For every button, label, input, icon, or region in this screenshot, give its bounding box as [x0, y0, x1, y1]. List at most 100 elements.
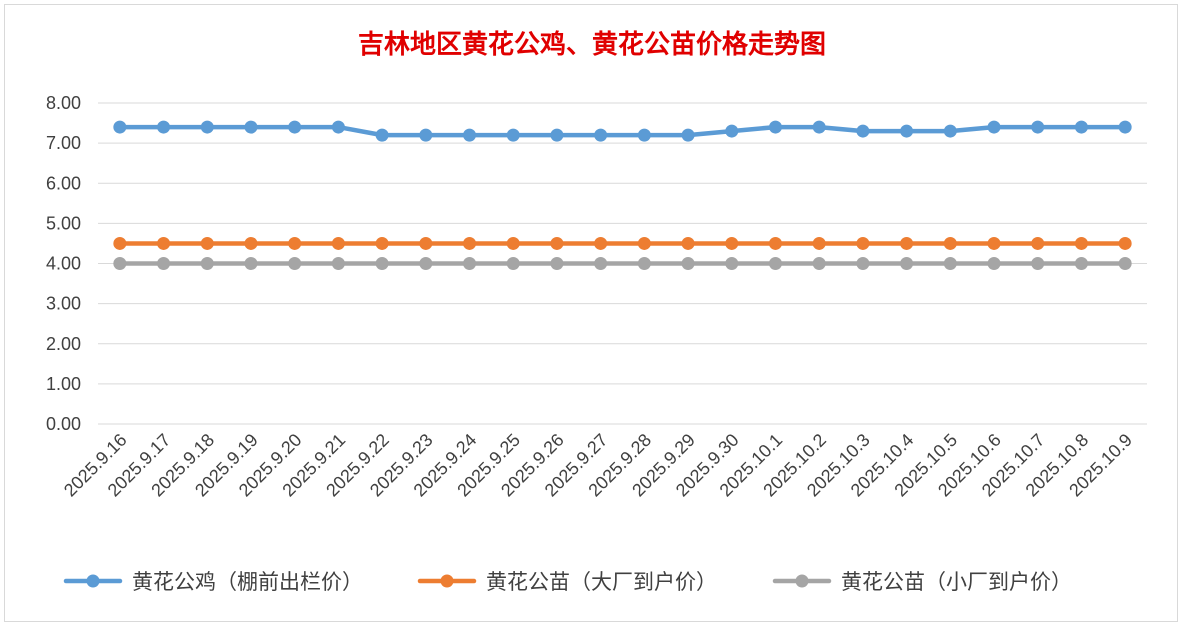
data-point: [288, 120, 302, 134]
data-point: [506, 257, 520, 270]
legend-item: 黄花公苗（小厂到户价）: [772, 570, 1072, 594]
data-point: [157, 236, 171, 250]
data-point: [200, 257, 214, 270]
data-point: [1074, 236, 1088, 250]
data-point: [594, 128, 608, 142]
data-point: [725, 236, 739, 250]
x-axis-ticks: 2025.9.162025.9.172025.9.182025.9.192025…: [60, 430, 1136, 501]
data-point: [463, 236, 477, 250]
data-point: [594, 236, 608, 250]
data-point: [856, 236, 870, 250]
series-2: [113, 236, 1132, 250]
data-point: [637, 236, 651, 250]
data-point: [288, 236, 302, 250]
data-point: [419, 257, 433, 270]
data-point: [1118, 257, 1132, 270]
legend: 黄花公鸡（棚前出栏价） 黄花公苗（大厂到户价） 黄花公苗（小厂到户价）: [63, 570, 1072, 594]
legend-swatch-marker: [795, 574, 809, 588]
data-point: [113, 236, 127, 250]
data-point: [1031, 120, 1045, 134]
data-point: [812, 120, 826, 134]
data-point: [856, 257, 870, 270]
data-point: [463, 128, 477, 142]
legend-item: 黄花公苗（大厂到户价）: [417, 570, 717, 594]
y-tick-label: 3.00: [46, 294, 81, 314]
data-point: [244, 257, 258, 270]
data-point: [768, 257, 782, 270]
data-point: [331, 236, 345, 250]
series-3: [113, 257, 1132, 270]
legend-label: 黄花公苗（大厂到户价）: [486, 570, 717, 594]
y-tick-label: 8.00: [46, 93, 81, 113]
data-point: [725, 257, 739, 270]
data-point: [331, 120, 345, 134]
data-point: [725, 124, 739, 138]
data-point: [506, 236, 520, 250]
legend-item: 黄花公鸡（棚前出栏价）: [63, 570, 363, 594]
data-point: [768, 120, 782, 134]
data-point: [900, 124, 914, 138]
data-point: [113, 257, 127, 270]
data-point: [594, 257, 608, 270]
data-point: [812, 236, 826, 250]
data-point: [550, 257, 564, 270]
data-point: [856, 124, 870, 138]
data-point: [768, 236, 782, 250]
series-line: [117, 124, 1128, 138]
data-point: [463, 257, 477, 270]
data-point: [113, 120, 127, 134]
data-point: [681, 236, 695, 250]
data-point: [943, 236, 957, 250]
data-point: [331, 257, 345, 270]
data-point: [200, 236, 214, 250]
series-lines: [113, 120, 1132, 270]
data-point: [681, 128, 695, 142]
data-point: [550, 236, 564, 250]
data-point: [1031, 257, 1045, 270]
data-point: [244, 120, 258, 134]
y-tick-label: 2.00: [46, 334, 81, 354]
legend-swatch-marker: [440, 574, 454, 588]
data-point: [550, 128, 564, 142]
data-point: [288, 257, 302, 270]
y-tick-label: 7.00: [46, 133, 81, 153]
y-tick-label: 0.00: [46, 414, 81, 434]
data-point: [943, 124, 957, 138]
data-point: [987, 257, 1001, 270]
chart-title: 吉林地区黄花公鸡、黄花公苗价格走势图: [357, 30, 826, 60]
data-point: [200, 120, 214, 134]
data-point: [1118, 236, 1132, 250]
gridlines: [98, 102, 1147, 425]
y-axis-ticks: 0.00 1.00 2.00 3.00 4.00 5.00 6.00 7.00 8.00: [46, 93, 81, 434]
data-point: [157, 120, 171, 134]
data-point: [987, 236, 1001, 250]
data-point: [1074, 257, 1088, 270]
data-point: [1074, 120, 1088, 134]
data-point: [1031, 236, 1045, 250]
data-point: [244, 236, 258, 250]
data-point: [637, 257, 651, 270]
legend-label: 黄花公苗（小厂到户价）: [841, 570, 1072, 594]
y-tick-label: 6.00: [46, 173, 81, 193]
data-point: [637, 128, 651, 142]
y-tick-label: 1.00: [46, 374, 81, 394]
legend-swatch-marker: [86, 574, 100, 588]
chart-frame: [4, 4, 1178, 622]
data-point: [943, 257, 957, 270]
data-point: [681, 257, 695, 270]
data-point: [900, 257, 914, 270]
data-point: [812, 257, 826, 270]
legend-label: 黄花公鸡（棚前出栏价）: [132, 570, 363, 594]
data-point: [987, 120, 1001, 134]
data-point: [419, 128, 433, 142]
y-tick-label: 4.00: [46, 254, 81, 274]
y-tick-label: 5.00: [46, 213, 81, 233]
data-point: [419, 236, 433, 250]
data-point: [375, 236, 389, 250]
series-1: [113, 120, 1132, 142]
data-point: [506, 128, 520, 142]
data-point: [375, 128, 389, 142]
data-point: [900, 236, 914, 250]
data-point: [375, 257, 389, 270]
